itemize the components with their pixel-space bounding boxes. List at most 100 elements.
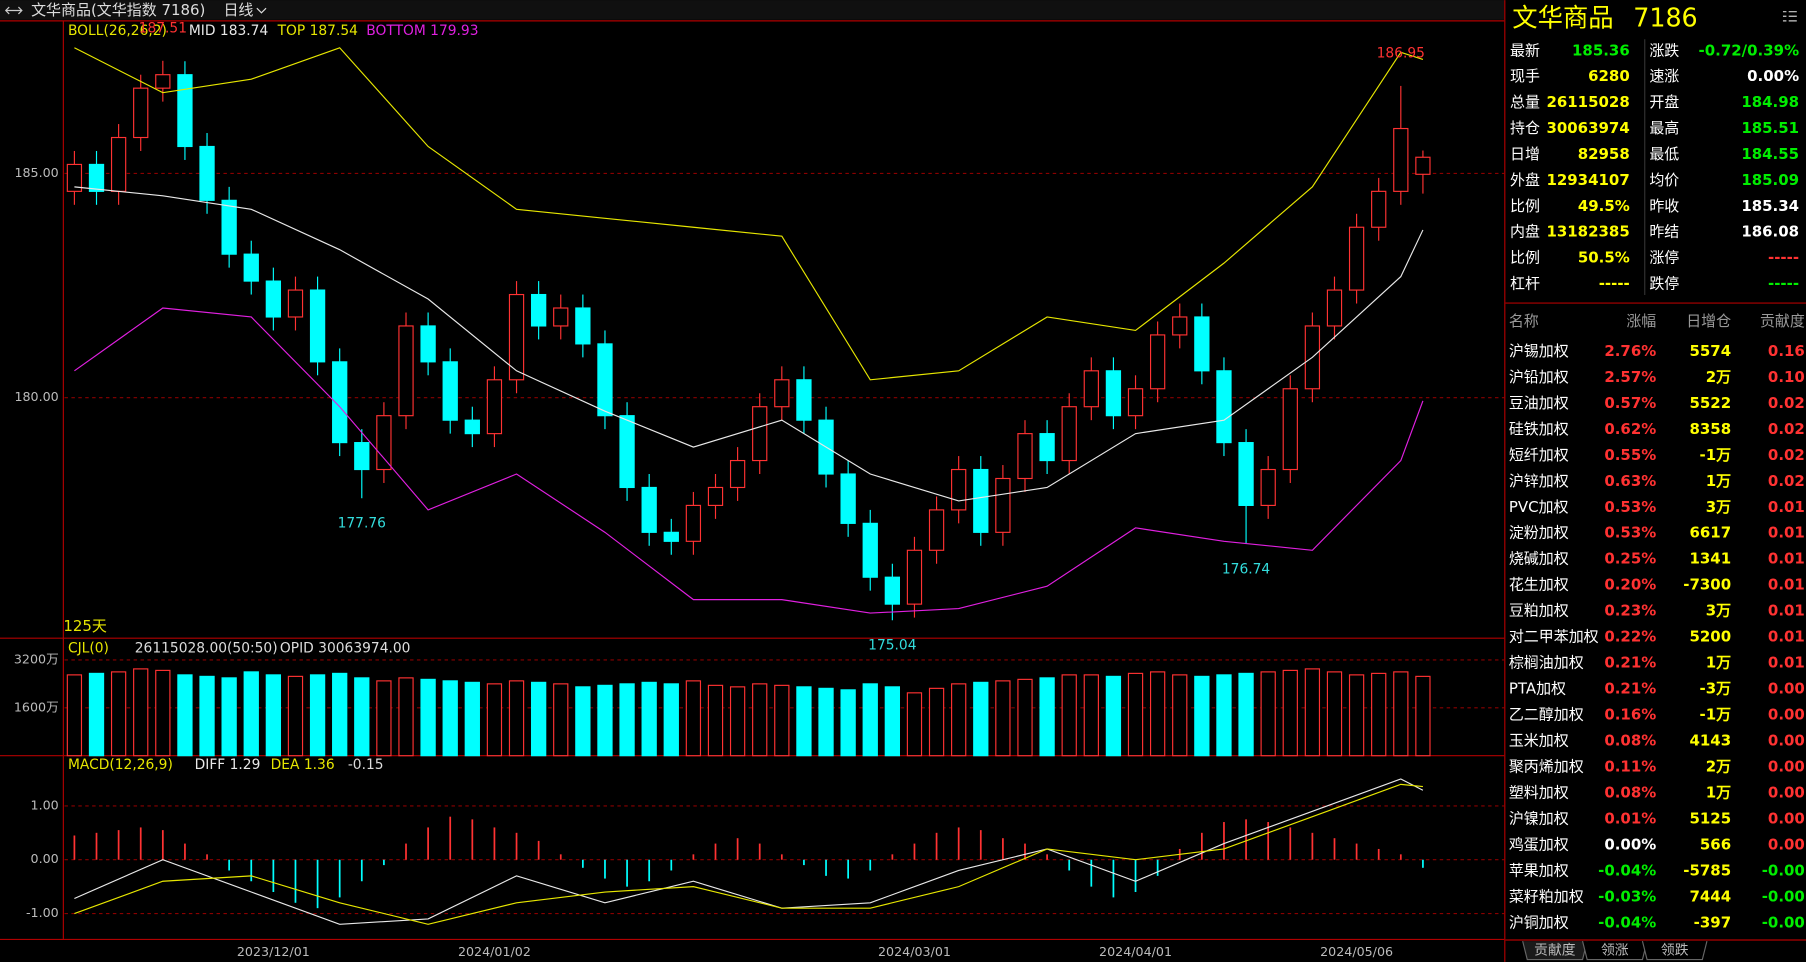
volume-bar [973, 681, 989, 757]
table-cell: 0.01 [1768, 628, 1805, 646]
table-cell: 0.01 [1768, 524, 1805, 542]
candle-body [840, 473, 856, 524]
candle-body [177, 74, 193, 148]
indicator-label[interactable]: MACD(12,26,9) [68, 757, 173, 773]
table-cell: 1万 [1706, 654, 1731, 672]
table-cell[interactable]: 塑料加权 [1509, 783, 1569, 801]
y-tick-label: 0.00 [31, 851, 59, 866]
table-cell: 0.00 [1768, 706, 1805, 724]
volume-bar [354, 677, 370, 757]
volume-bar [442, 680, 458, 757]
table-cell[interactable]: 玉米加权 [1509, 732, 1569, 750]
quote-label: 昨收 [1649, 197, 1679, 215]
table-cell[interactable]: 短纤加权 [1509, 446, 1569, 464]
candle-body [88, 163, 105, 192]
table-cell[interactable]: 聚丙烯加权 [1509, 757, 1584, 775]
volume-bar [774, 684, 790, 757]
dropdown-arrow[interactable] [256, 7, 267, 14]
table-cell: 0.10 [1768, 368, 1805, 386]
table-cell[interactable]: 苹果加权 [1509, 861, 1569, 879]
volume-bar [133, 668, 149, 757]
tab-label[interactable]: 领跌 [1661, 942, 1689, 958]
table-cell[interactable]: PVC加权 [1509, 498, 1569, 516]
candle-body [1039, 433, 1055, 462]
candle-body [774, 379, 790, 408]
quote-value: 185.09 [1741, 171, 1799, 189]
volume-bar [398, 677, 414, 757]
table-cell: 5125 [1689, 809, 1731, 827]
candle-body [110, 136, 127, 192]
table-cell[interactable]: 乙二醇加权 [1509, 706, 1584, 724]
candle-body [464, 419, 480, 435]
candle-body [619, 415, 635, 489]
tab-label[interactable]: 贡献度 [1534, 942, 1576, 958]
table-cell[interactable]: 对二甲苯加权 [1509, 628, 1599, 646]
table-cell[interactable]: 淀粉加权 [1509, 524, 1569, 542]
candle-body [332, 361, 348, 444]
table-header[interactable]: 日增仓 [1686, 312, 1731, 330]
candle-body [1127, 388, 1144, 417]
volume-bar [1238, 672, 1254, 757]
indicator-label[interactable]: CJL(0) [68, 641, 109, 657]
volume-bar [1415, 675, 1431, 757]
table-cell: 0.57% [1604, 394, 1656, 412]
window-icon[interactable] [4, 6, 23, 15]
table-cell[interactable]: 豆油加权 [1509, 394, 1569, 412]
table-cell[interactable]: 棕榈油加权 [1509, 654, 1584, 672]
table-cell[interactable]: 沪铅加权 [1509, 368, 1569, 386]
volume-bar [1149, 671, 1166, 757]
candle-body [729, 459, 746, 489]
table-cell[interactable]: 硅铁加权 [1509, 420, 1569, 438]
candle-body [663, 531, 679, 542]
y-tick-label: 1600万 [14, 699, 59, 714]
volume-bar [376, 680, 392, 757]
tab[interactable] [1641, 940, 1708, 961]
volume-bar [575, 686, 591, 757]
volume-bar [243, 671, 259, 757]
table-cell[interactable]: 菜籽粕加权 [1509, 887, 1584, 905]
candle-body [221, 199, 237, 255]
table-cell[interactable]: 花生加权 [1509, 576, 1569, 594]
table-cell[interactable]: 鸡蛋加权 [1509, 835, 1569, 853]
volume-bar [265, 674, 282, 757]
candle-body [530, 293, 547, 327]
volume-bar [1393, 671, 1409, 757]
table-header[interactable]: 涨幅 [1626, 312, 1656, 330]
table-cell[interactable]: 豆粕加权 [1509, 602, 1569, 620]
table-cell[interactable]: PTA加权 [1509, 680, 1566, 698]
y-tick-label: -1.00 [26, 905, 59, 920]
table-cell: 0.62% [1604, 420, 1656, 438]
table-cell[interactable]: 沪铜加权 [1509, 913, 1569, 931]
instrument-name: 文华商品 [1512, 3, 1613, 33]
table-header[interactable]: 贡献度 [1760, 312, 1805, 330]
table-cell[interactable]: 烧碱加权 [1509, 550, 1569, 568]
table-cell: 566 [1700, 835, 1731, 853]
tab-label[interactable]: 领涨 [1601, 942, 1629, 958]
volume-bar [486, 683, 503, 757]
table-cell[interactable]: 沪锌加权 [1509, 472, 1569, 490]
table-cell[interactable]: 沪镍加权 [1509, 809, 1569, 827]
quote-value: 186.08 [1741, 223, 1799, 241]
table-cell[interactable]: 沪锡加权 [1509, 342, 1569, 360]
volume-bar [1127, 672, 1144, 757]
indicator-line [74, 307, 1424, 614]
x-tick-label: 2023/12/01 [237, 944, 310, 959]
indicator-label[interactable]: BOLL(26,26,2) [68, 23, 167, 39]
candle-body [1172, 316, 1188, 336]
table-cell: -1万 [1700, 706, 1732, 724]
volume-bar [906, 692, 923, 757]
quote-label: 杠杆 [1510, 275, 1540, 293]
menu-icon[interactable] [1782, 11, 1797, 22]
table-cell: -5785 [1683, 861, 1731, 879]
candle-body [641, 486, 657, 533]
table-cell: 0.21% [1604, 680, 1656, 698]
period-selector[interactable]: 日线 [223, 1, 253, 19]
volume-bar [177, 674, 193, 757]
table-cell: -1万 [1700, 446, 1732, 464]
quote-value: -0.72/0.39% [1699, 41, 1800, 59]
quote-label: 最低 [1649, 145, 1679, 163]
table-header[interactable]: 名称 [1509, 312, 1539, 330]
indicator-line [74, 186, 1424, 502]
volume-bar [110, 671, 127, 757]
quote-label: 比例 [1510, 197, 1540, 215]
